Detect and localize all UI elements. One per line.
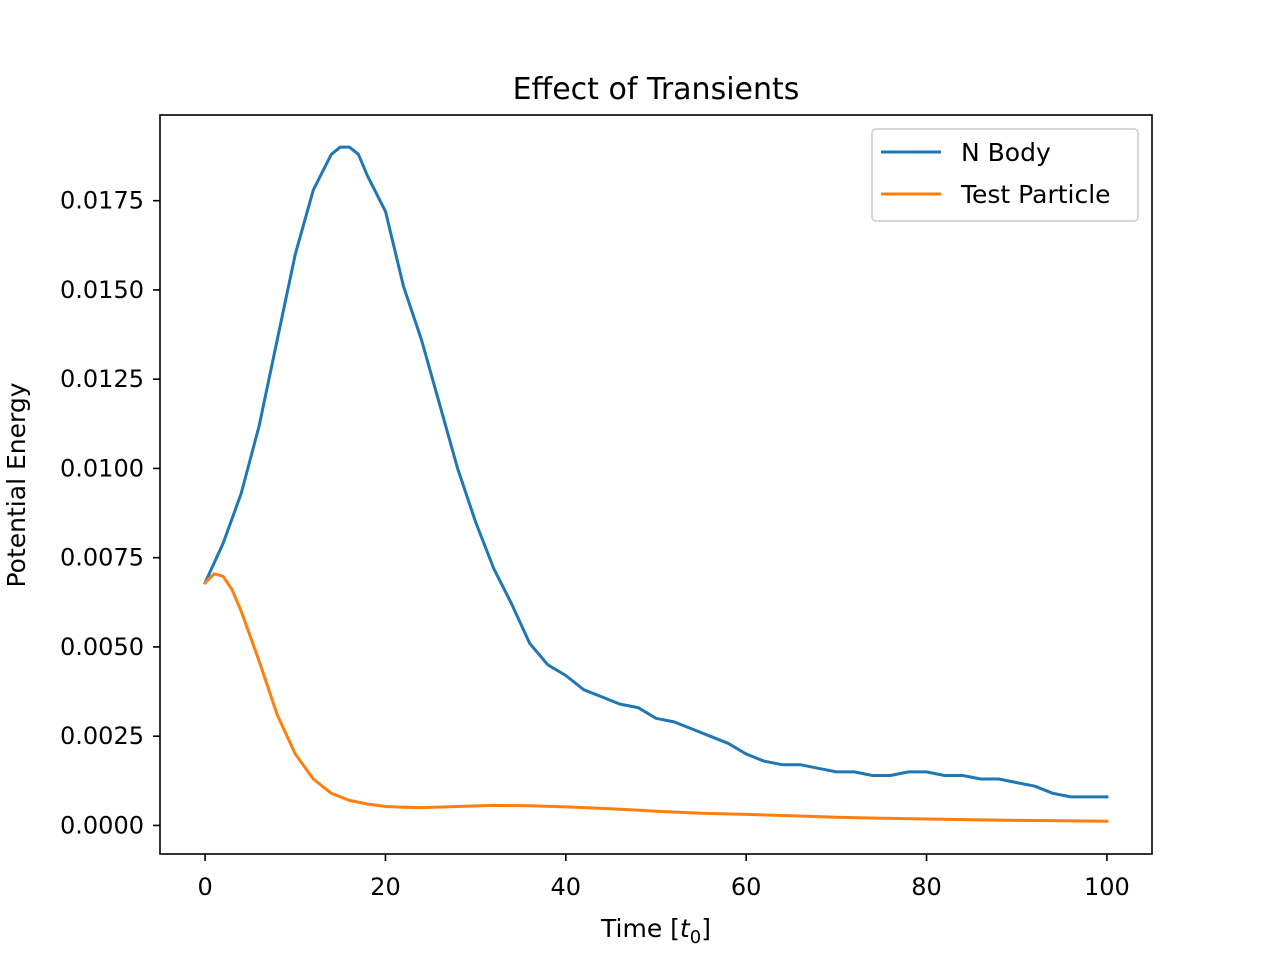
y-tick-label: 0.0125 — [60, 365, 144, 393]
series-line-test-particle — [202, 572, 1109, 823]
x-axis-label: Time [t0] — [600, 914, 711, 948]
x-tick-label: 0 — [197, 873, 212, 901]
x-axis-label-close: ] — [701, 914, 711, 943]
chart-title: Effect of Transients — [513, 72, 800, 107]
y-axis-ticks: 0.0000 0.0025 0.0050 0.0075 0.0100 0.0125 0.01… — [60, 187, 160, 839]
series-line-n-body — [203, 145, 1109, 799]
y-tick-label: 0.0075 — [60, 544, 144, 572]
y-tick-label: 0.0175 — [60, 187, 144, 215]
legend-label-n-body: N Body — [961, 138, 1051, 167]
legend: N Body Test Particle — [871, 128, 1139, 222]
x-axis-ticks: 0 20 40 60 80 100 — [197, 854, 1130, 901]
x-tick-label: 80 — [911, 873, 942, 901]
y-tick-label: 0.0000 — [60, 811, 144, 839]
y-tick-label: 0.0100 — [60, 454, 144, 482]
x-tick-label: 20 — [370, 873, 401, 901]
legend-label-test-particle: Test Particle — [960, 180, 1111, 209]
x-axis-label-main: Time [ — [600, 914, 680, 943]
y-tick-label: 0.0050 — [60, 633, 144, 661]
x-tick-label: 100 — [1084, 873, 1130, 901]
series-layer — [202, 145, 1109, 823]
x-axis-label-symbol: t — [680, 914, 691, 943]
y-tick-label: 0.0025 — [60, 722, 144, 750]
x-axis-label-subscript: 0 — [690, 927, 701, 948]
x-tick-label: 40 — [551, 873, 582, 901]
y-tick-label: 0.0150 — [60, 276, 144, 304]
x-tick-label: 60 — [731, 873, 762, 901]
plot-frame — [159, 114, 1153, 855]
y-axis-label: Potential Energy — [2, 382, 31, 587]
